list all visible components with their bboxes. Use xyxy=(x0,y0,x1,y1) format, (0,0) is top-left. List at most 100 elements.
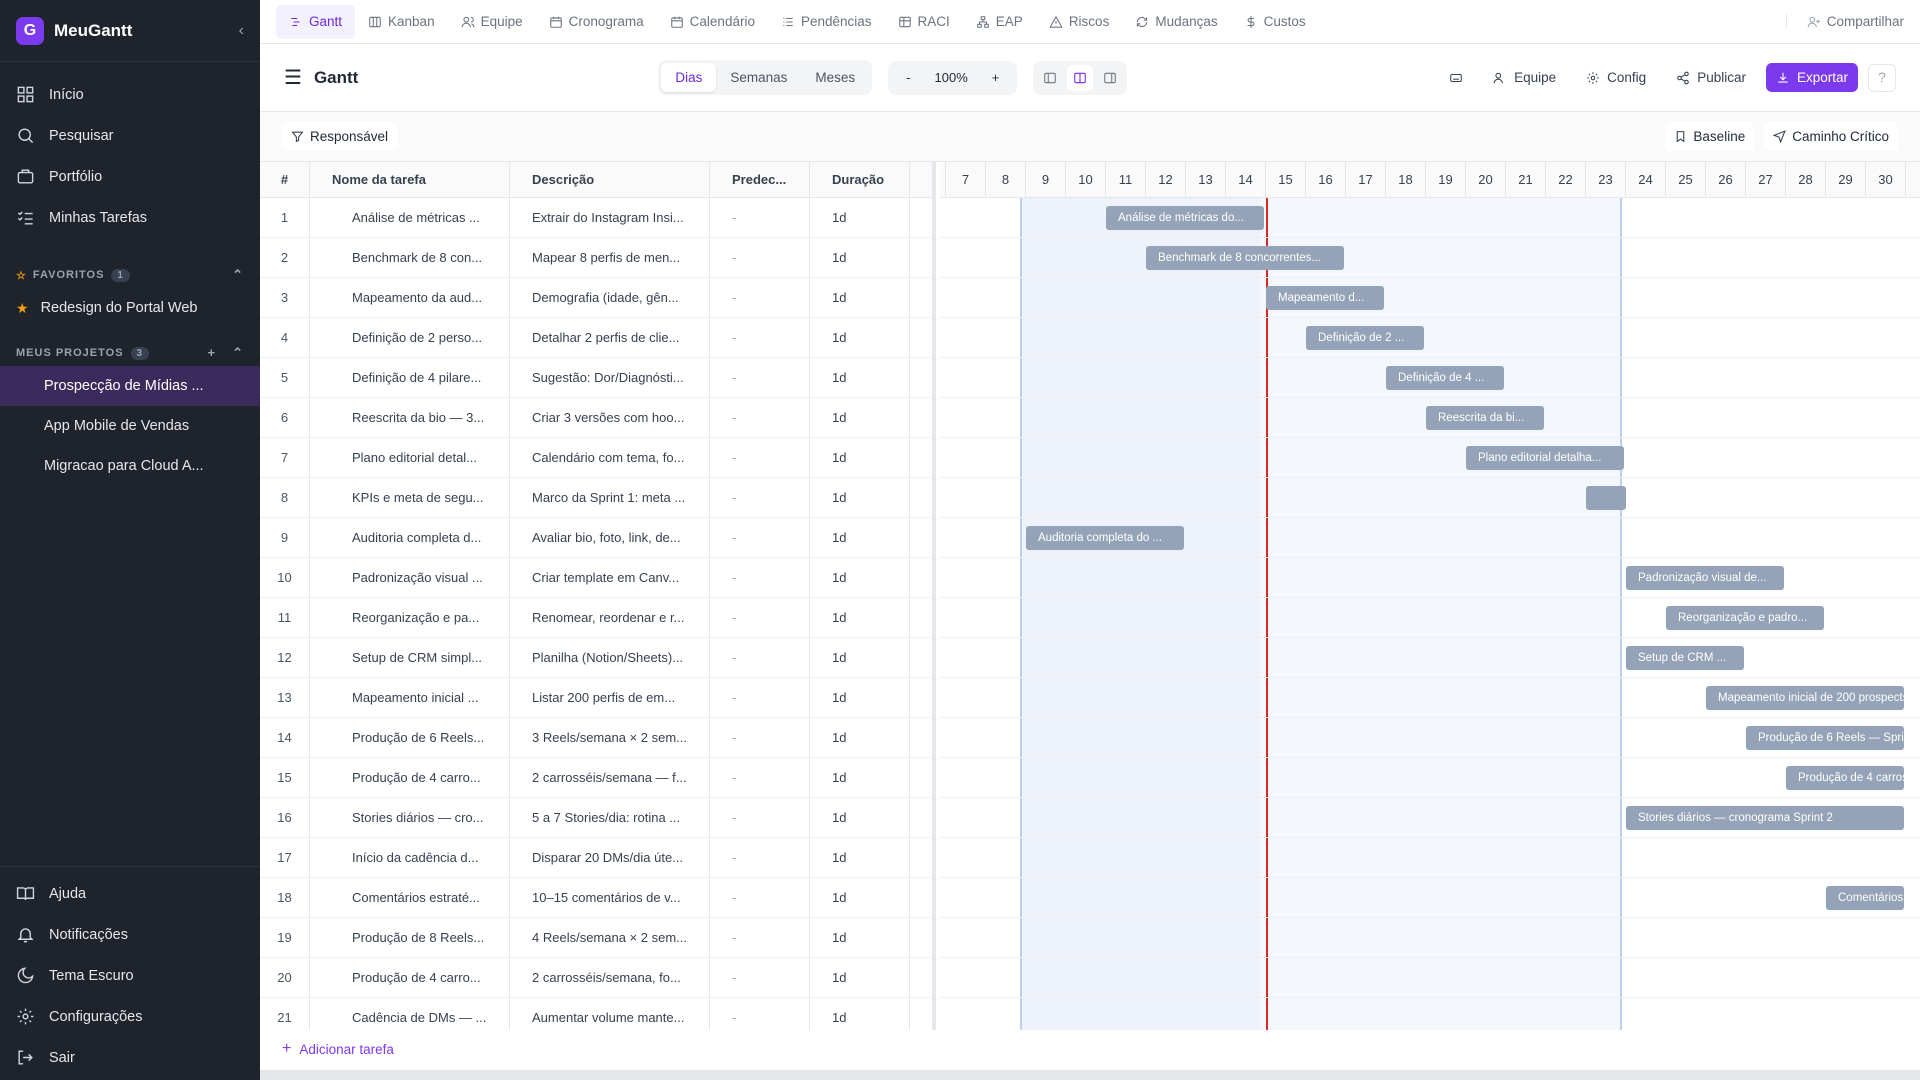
table-row[interactable]: 9 Auditoria completa d... Avaliar bio, fot… xyxy=(260,518,932,558)
cell-desc[interactable]: Demografia (idade, gên... xyxy=(510,278,710,317)
cell-name[interactable]: Produção de 4 carro... xyxy=(310,958,510,997)
cell-desc[interactable]: Criar template em Canv... xyxy=(510,558,710,597)
cell-dur[interactable]: 1d xyxy=(810,518,910,557)
table-row[interactable]: 2 Benchmark de 8 con... Mapear 8 perfis de… xyxy=(260,238,932,278)
cell-pred[interactable]: - xyxy=(710,598,810,637)
table-row[interactable]: 16 Stories diários — cro... 5 a 7 Stories/… xyxy=(260,798,932,838)
favorites-header[interactable]: ☆ FAVORITOS 1 ⌃ xyxy=(0,262,260,288)
table-row[interactable]: 1 Análise de métricas ... Extrair do Insta… xyxy=(260,198,932,238)
favorite-item[interactable]: ★ Redesign do Portal Web xyxy=(0,288,260,328)
cell-pred[interactable]: - xyxy=(710,478,810,517)
cell-desc[interactable]: 10–15 comentários de v... xyxy=(510,878,710,917)
tab-eap[interactable]: EAP xyxy=(963,5,1036,39)
gantt-bar[interactable]: Definição de 2 ... xyxy=(1306,326,1424,350)
tab-kanban[interactable]: Kanban xyxy=(355,5,448,39)
cell-name[interactable]: Setup de CRM simpl... xyxy=(310,638,510,677)
scale-months-button[interactable]: Meses xyxy=(815,70,856,85)
cell-dur[interactable]: 1d xyxy=(810,238,910,277)
tab-riscos[interactable]: Riscos xyxy=(1036,5,1123,39)
cell-desc[interactable]: Calendário com tema, fo... xyxy=(510,438,710,477)
cell-pred[interactable]: - xyxy=(710,278,810,317)
sidebar-item-notificacoes[interactable]: Notificações xyxy=(0,914,260,955)
team-button[interactable]: Equipe xyxy=(1483,63,1566,92)
project-item[interactable]: Migracao para Cloud A... xyxy=(0,446,260,486)
layout-right-icon[interactable] xyxy=(1097,65,1123,91)
cell-pred[interactable]: - xyxy=(710,878,810,917)
table-row[interactable]: 19 Produção de 8 Reels... 4 Reels/semana ×… xyxy=(260,918,932,958)
cell-desc[interactable]: Mapear 8 perfis de men... xyxy=(510,238,710,277)
cell-dur[interactable]: 1d xyxy=(810,558,910,597)
gantt-bar[interactable]: Análise de métricas do... xyxy=(1106,206,1264,230)
share-button[interactable]: Compartilhar xyxy=(1785,14,1904,29)
cell-pred[interactable]: - xyxy=(710,718,810,757)
cell-name[interactable]: Auditoria completa d... xyxy=(310,518,510,557)
sidebar-item-inicio[interactable]: Início xyxy=(0,74,260,115)
config-button[interactable]: Config xyxy=(1576,63,1656,92)
cell-name[interactable]: Definição de 4 pilare... xyxy=(310,358,510,397)
collapse-sidebar-icon[interactable]: ‹ xyxy=(238,21,244,39)
table-row[interactable]: 3 Mapeamento da aud... Demografia (idade, … xyxy=(260,278,932,318)
cell-desc[interactable]: 5 a 7 Stories/dia: rotina ... xyxy=(510,798,710,837)
header-desc[interactable]: Descrição xyxy=(510,162,710,197)
tab-cronograma[interactable]: Cronograma xyxy=(536,5,657,39)
cell-desc[interactable]: Criar 3 versões com hoo... xyxy=(510,398,710,437)
keyboard-button[interactable] xyxy=(1439,64,1473,92)
cell-pred[interactable]: - xyxy=(710,358,810,397)
help-button[interactable]: ? xyxy=(1868,63,1896,92)
gantt-bar[interactable]: Produção de 4 carross xyxy=(1786,766,1904,790)
table-row[interactable]: 5 Definição de 4 pilare... Sugestão: Dor/D… xyxy=(260,358,932,398)
cell-dur[interactable]: 1d xyxy=(810,718,910,757)
sidebar-item-minhas-tarefas[interactable]: Minhas Tarefas xyxy=(0,197,260,238)
tab-equipe[interactable]: Equipe xyxy=(448,5,536,39)
table-row[interactable]: 7 Plano editorial detal... Calendário com … xyxy=(260,438,932,478)
cell-dur[interactable]: 1d xyxy=(810,398,910,437)
gantt-bar[interactable]: Stories diários — cronograma Sprint 2 xyxy=(1626,806,1904,830)
add-task-button[interactable]: + Adicionar tarefa xyxy=(260,1030,932,1068)
scale-days-button[interactable]: Dias xyxy=(661,63,717,92)
cell-dur[interactable]: 1d xyxy=(810,998,910,1037)
cell-desc[interactable]: Marco da Sprint 1: meta ... xyxy=(510,478,710,517)
table-row[interactable]: 4 Definição de 2 perso... Detalhar 2 perfi… xyxy=(260,318,932,358)
chevron-up-icon[interactable]: ⌃ xyxy=(232,345,244,360)
cell-name[interactable]: Produção de 4 carro... xyxy=(310,758,510,797)
tab-custos[interactable]: Custos xyxy=(1231,5,1319,39)
cell-name[interactable]: Início da cadência d... xyxy=(310,838,510,877)
cell-pred[interactable]: - xyxy=(710,918,810,957)
cell-name[interactable]: Produção de 6 Reels... xyxy=(310,718,510,757)
project-item-active[interactable]: Prospecção de Mídias ... xyxy=(0,366,260,406)
table-row[interactable]: 12 Setup de CRM simpl... Planilha (Notion/… xyxy=(260,638,932,678)
cell-desc[interactable]: 3 Reels/semana × 2 sem... xyxy=(510,718,710,757)
cell-pred[interactable]: - xyxy=(710,318,810,357)
cell-pred[interactable]: - xyxy=(710,838,810,877)
cell-dur[interactable]: 1d xyxy=(810,918,910,957)
cell-name[interactable]: Mapeamento inicial ... xyxy=(310,678,510,717)
cell-dur[interactable]: 1d xyxy=(810,438,910,477)
header-dur[interactable]: Duração xyxy=(810,162,910,197)
table-row[interactable]: 15 Produção de 4 carro... 2 carrosséis/sem… xyxy=(260,758,932,798)
layout-split-icon[interactable] xyxy=(1067,64,1094,91)
table-row[interactable]: 8 KPIs e meta de segu... Marco da Sprint 1… xyxy=(260,478,932,518)
cell-dur[interactable]: 1d xyxy=(810,798,910,837)
cell-name[interactable]: Análise de métricas ... xyxy=(310,198,510,237)
zoom-in-button[interactable]: + xyxy=(991,70,1000,85)
plus-icon[interactable]: + xyxy=(207,345,217,360)
cell-name[interactable]: Stories diários — cro... xyxy=(310,798,510,837)
cell-name[interactable]: Benchmark de 8 con... xyxy=(310,238,510,277)
cell-name[interactable]: Reorganização e pa... xyxy=(310,598,510,637)
sidebar-item-configuracoes[interactable]: Configurações xyxy=(0,996,260,1037)
cell-pred[interactable]: - xyxy=(710,758,810,797)
app-logo[interactable]: G xyxy=(16,16,44,45)
cell-dur[interactable]: 1d xyxy=(810,198,910,237)
cell-desc[interactable]: Extrair do Instagram Insi... xyxy=(510,198,710,237)
cell-desc[interactable]: 4 Reels/semana × 2 sem... xyxy=(510,918,710,957)
cell-dur[interactable]: 1d xyxy=(810,758,910,797)
gantt-bar[interactable] xyxy=(1586,486,1626,510)
tab-gantt[interactable]: Gantt xyxy=(276,4,356,39)
horizontal-scrollbar[interactable] xyxy=(260,1070,1920,1080)
cell-dur[interactable]: 1d xyxy=(810,358,910,397)
cell-dur[interactable]: 1d xyxy=(810,638,910,677)
gantt-bar[interactable]: Plano editorial detalha... xyxy=(1466,446,1624,470)
cell-pred[interactable]: - xyxy=(710,678,810,717)
zoom-out-button[interactable]: - xyxy=(906,70,911,85)
critical-path-button[interactable]: Caminho Crítico xyxy=(1764,122,1898,151)
